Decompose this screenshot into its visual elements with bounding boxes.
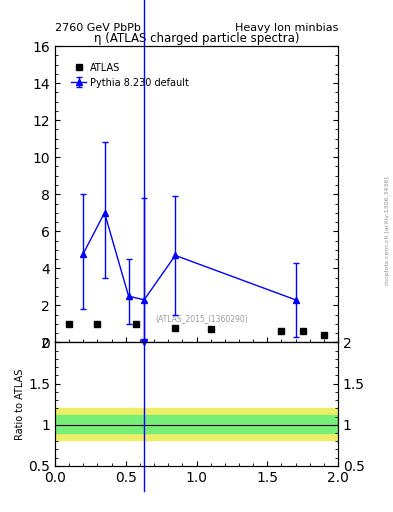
ATLAS: [67, 321, 72, 327]
Title: η (ATLAS charged particle spectra): η (ATLAS charged particle spectra): [94, 32, 299, 45]
Line: ATLAS: ATLAS: [66, 321, 327, 338]
Text: (ATLAS_2015_I1360290): (ATLAS_2015_I1360290): [156, 314, 248, 323]
Y-axis label: Ratio to ATLAS: Ratio to ATLAS: [15, 369, 26, 440]
ATLAS: [321, 332, 326, 338]
Legend: ATLAS, Pythia 8.230 default: ATLAS, Pythia 8.230 default: [68, 60, 191, 91]
ATLAS: [95, 321, 100, 327]
Text: 2760 GeV PbPb: 2760 GeV PbPb: [55, 23, 141, 33]
ATLAS: [279, 328, 284, 334]
ATLAS: [133, 321, 138, 327]
ATLAS: [300, 328, 305, 334]
Text: mcplots.cern.ch [arXiv:1306.3436]: mcplots.cern.ch [arXiv:1306.3436]: [385, 176, 389, 285]
Text: Heavy Ion minbias: Heavy Ion minbias: [235, 23, 338, 33]
ATLAS: [208, 327, 213, 333]
ATLAS: [173, 325, 178, 331]
